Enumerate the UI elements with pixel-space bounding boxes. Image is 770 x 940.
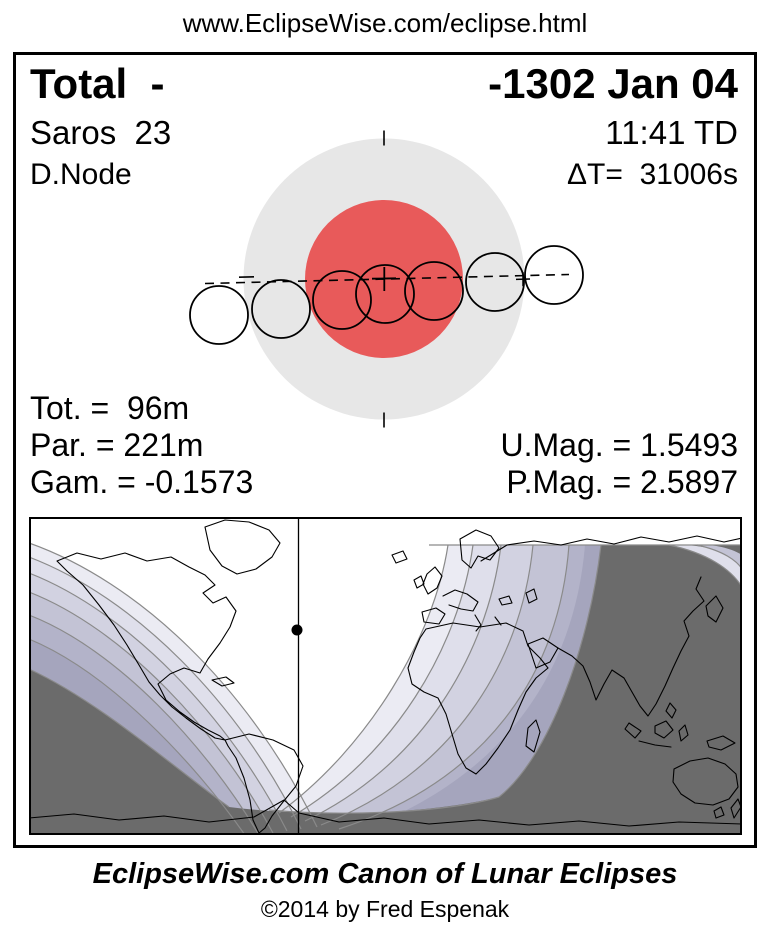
band-boundary-lines — [29, 542, 742, 835]
partial-duration: Par. = 221m — [30, 427, 204, 463]
header-left-block: Total - Saros 23 D.Node — [30, 60, 172, 192]
visibility-shading-bands — [29, 543, 742, 835]
canon-title: EclipseWise.com Canon of Lunar Eclipses — [92, 858, 678, 890]
moon-position-circle — [189, 285, 249, 345]
map-border — [29, 517, 742, 835]
penumbral-magnitude: P.Mag. = 2.5897 — [506, 464, 738, 500]
saros-label: Saros 23 — [30, 114, 172, 151]
node-label: D.Node — [30, 158, 132, 191]
moon-position-circle — [312, 270, 372, 330]
page-url-text: www.EclipseWise.com/eclipse.html — [182, 8, 588, 38]
moon-position-circle — [251, 279, 311, 339]
umbral-magnitude: U.Mag. = 1.5493 — [500, 427, 738, 463]
copyright-line: ©2014 by Fred Espenak — [260, 896, 510, 922]
moon-position-circle — [524, 245, 584, 305]
eclipse-diagram — [189, 130, 584, 428]
ecliptic-dashed-line — [204, 273, 570, 285]
totality-duration: Tot. = 96m — [30, 390, 190, 426]
moon-position-circle — [465, 252, 525, 312]
delta-t-value: ΔT= 31006s — [567, 158, 738, 191]
coastlines — [29, 519, 742, 834]
stats-right-block: U.Mag. = 1.5493 P.Mag. = 2.5897 — [501, 427, 738, 501]
sublunar-point-dot — [291, 624, 303, 636]
no-visibility-region — [29, 545, 742, 835]
visibility-map — [29, 517, 742, 835]
stats-left-block: Tot. = 96m Par. = 221m Gam. = -0.1573 — [30, 390, 253, 501]
gamma-value: Gam. = -0.1573 — [30, 464, 254, 500]
moon-position-circle — [355, 264, 415, 324]
eclipse-time: 11:41 TD — [605, 114, 738, 151]
eclipse-date: -1302 Jan 04 — [488, 60, 738, 107]
eclipse-type-label: Total - — [30, 60, 165, 107]
header-right-block: -1302 Jan 04 11:41 TD ΔT= 31006s — [488, 60, 738, 192]
moon-position-circle — [404, 261, 464, 321]
